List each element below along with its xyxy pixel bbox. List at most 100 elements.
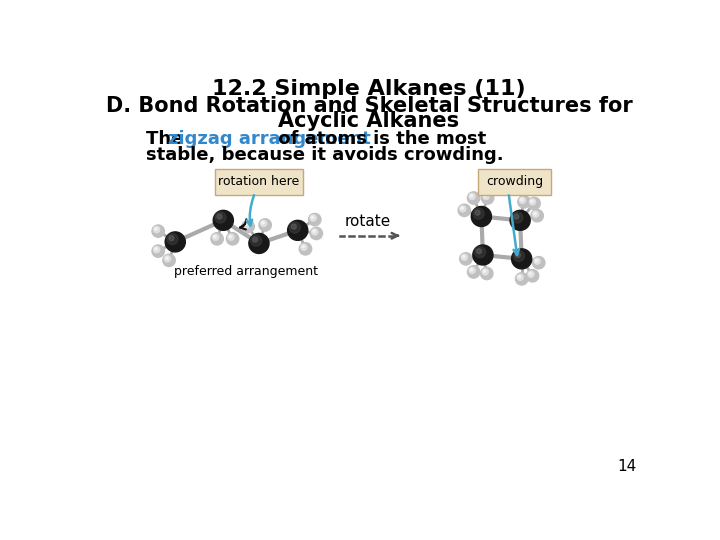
Circle shape <box>302 246 305 248</box>
Text: Acyclic Alkanes: Acyclic Alkanes <box>279 111 459 131</box>
Circle shape <box>529 272 531 275</box>
Circle shape <box>516 253 521 258</box>
Circle shape <box>531 200 533 202</box>
Text: D. Bond Rotation and Skeletal Structures for: D. Bond Rotation and Skeletal Structures… <box>106 96 632 116</box>
Circle shape <box>518 195 530 208</box>
Circle shape <box>459 206 466 212</box>
Circle shape <box>226 233 239 245</box>
Circle shape <box>512 249 532 269</box>
Circle shape <box>211 233 223 245</box>
Circle shape <box>243 222 250 228</box>
Circle shape <box>164 256 171 262</box>
Text: preferred arrangement: preferred arrangement <box>174 265 318 278</box>
Circle shape <box>462 254 467 260</box>
Circle shape <box>467 266 480 278</box>
Circle shape <box>534 258 540 264</box>
Text: crowding: crowding <box>486 176 544 188</box>
Circle shape <box>482 269 488 275</box>
Circle shape <box>289 222 300 233</box>
Circle shape <box>458 204 471 217</box>
Circle shape <box>474 247 486 258</box>
Circle shape <box>473 208 484 219</box>
Circle shape <box>163 254 175 267</box>
Circle shape <box>483 193 489 200</box>
FancyBboxPatch shape <box>215 168 303 195</box>
Circle shape <box>514 214 519 219</box>
Circle shape <box>259 219 271 231</box>
Circle shape <box>483 270 486 273</box>
Circle shape <box>251 235 261 246</box>
Circle shape <box>484 194 487 197</box>
Circle shape <box>473 245 493 265</box>
Circle shape <box>533 256 545 269</box>
Text: 12.2 Simple Alkanes (11): 12.2 Simple Alkanes (11) <box>212 79 526 99</box>
Circle shape <box>516 273 528 285</box>
Circle shape <box>512 212 523 223</box>
Circle shape <box>475 210 480 215</box>
Circle shape <box>477 249 482 254</box>
Text: 14: 14 <box>617 459 636 474</box>
Circle shape <box>528 197 540 210</box>
Circle shape <box>155 248 157 250</box>
Circle shape <box>152 245 164 257</box>
Circle shape <box>155 228 157 230</box>
Circle shape <box>535 259 538 262</box>
Text: The: The <box>145 131 189 149</box>
Circle shape <box>513 251 524 261</box>
Circle shape <box>469 193 475 200</box>
Circle shape <box>261 220 266 226</box>
Circle shape <box>229 235 232 238</box>
Circle shape <box>215 212 226 223</box>
Circle shape <box>469 267 475 273</box>
Circle shape <box>287 220 307 240</box>
Circle shape <box>152 225 164 237</box>
Text: rotate: rotate <box>344 214 390 230</box>
Circle shape <box>245 223 247 226</box>
Circle shape <box>528 271 534 278</box>
Circle shape <box>213 211 233 231</box>
Circle shape <box>312 229 318 235</box>
Circle shape <box>310 227 323 240</box>
Circle shape <box>519 197 526 204</box>
Circle shape <box>467 192 480 204</box>
Circle shape <box>310 215 316 221</box>
Circle shape <box>214 235 216 238</box>
Circle shape <box>459 253 472 265</box>
Circle shape <box>313 230 315 233</box>
Circle shape <box>482 192 494 204</box>
Circle shape <box>521 199 523 201</box>
Circle shape <box>212 234 219 240</box>
Circle shape <box>153 247 160 253</box>
Circle shape <box>292 224 297 229</box>
FancyBboxPatch shape <box>478 168 551 195</box>
Circle shape <box>253 237 258 242</box>
Circle shape <box>166 257 168 259</box>
Circle shape <box>510 211 530 231</box>
Circle shape <box>472 206 492 226</box>
Circle shape <box>529 199 536 205</box>
Circle shape <box>311 216 314 219</box>
Text: rotation here: rotation here <box>218 176 300 188</box>
Circle shape <box>217 214 222 219</box>
Circle shape <box>470 268 473 271</box>
Circle shape <box>531 210 544 222</box>
Circle shape <box>470 194 473 197</box>
Circle shape <box>526 269 539 282</box>
Circle shape <box>462 255 465 258</box>
Circle shape <box>300 242 312 255</box>
Circle shape <box>165 232 185 252</box>
Circle shape <box>534 212 536 215</box>
Text: of atoms is the most: of atoms is the most <box>272 131 487 149</box>
Circle shape <box>167 234 178 245</box>
Circle shape <box>309 213 321 226</box>
Circle shape <box>262 221 264 224</box>
Circle shape <box>228 234 234 240</box>
Circle shape <box>481 267 493 280</box>
Circle shape <box>533 211 539 217</box>
Circle shape <box>153 226 160 233</box>
Circle shape <box>301 244 307 251</box>
Text: stable, because it avoids crowding.: stable, because it avoids crowding. <box>145 146 503 164</box>
Circle shape <box>242 220 254 233</box>
Circle shape <box>518 275 521 278</box>
Circle shape <box>517 274 523 280</box>
